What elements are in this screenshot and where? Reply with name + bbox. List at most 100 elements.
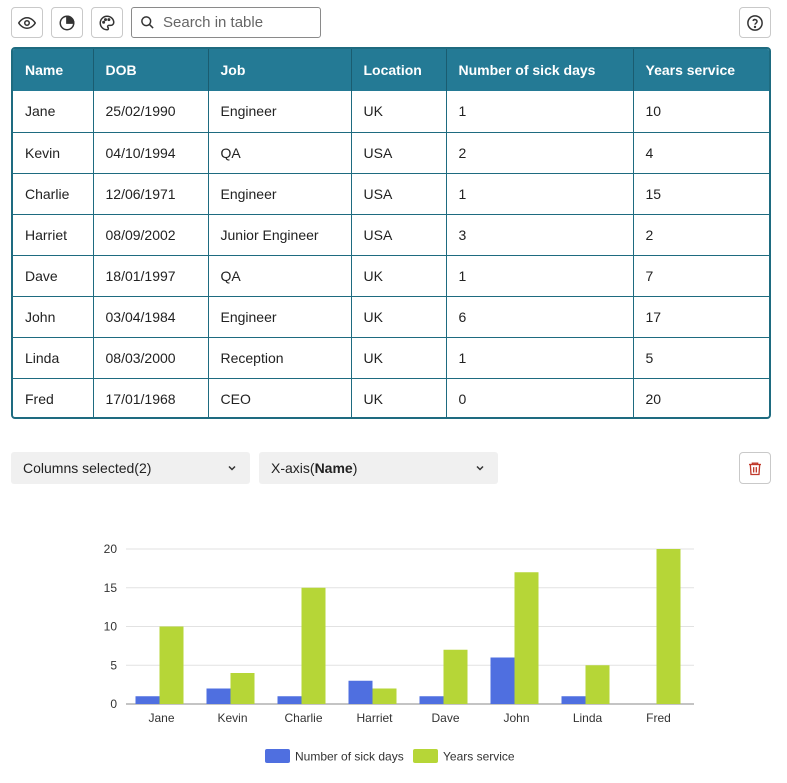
cell-job: QA — [208, 254, 352, 296]
chart-controls: Columns selected(2) X-axis(Name) — [11, 452, 771, 484]
trash-icon — [749, 462, 761, 475]
cell-dob: 08/09/2002 — [93, 213, 209, 255]
y-tick-label: 10 — [104, 620, 118, 634]
cell-location: UK — [351, 336, 447, 378]
column-header-name[interactable]: Name — [13, 49, 94, 91]
pie-chart-icon — [59, 14, 75, 30]
bar-sick-days — [277, 696, 302, 704]
table-toolbar — [11, 7, 771, 39]
cell-sick-days: 1 — [446, 254, 634, 296]
cell-dob: 17/01/1968 — [93, 377, 209, 417]
y-tick-label: 5 — [110, 658, 117, 672]
bar-years-service — [372, 688, 397, 704]
cell-years-service: 4 — [633, 131, 769, 173]
cell-dob: 25/02/1990 — [93, 91, 209, 132]
eye-icon — [18, 16, 36, 29]
cell-dob: 04/10/1994 — [93, 131, 209, 173]
cell-location: USA — [351, 172, 447, 214]
x-tick-label: Charlie — [284, 711, 322, 725]
cell-years-service: 5 — [633, 336, 769, 378]
table-header-row: Name DOB Job Location Number of sick day… — [13, 49, 769, 91]
cell-location: USA — [351, 131, 447, 173]
x-tick-label: Harriet — [356, 711, 393, 725]
bar-sick-days — [561, 696, 586, 704]
bar-years-service — [514, 572, 539, 704]
cell-location: USA — [351, 213, 447, 255]
table-row[interactable]: Jane 25/02/1990 Engineer UK 1 10 — [13, 91, 769, 132]
cell-years-service: 15 — [633, 172, 769, 214]
cell-dob: 03/04/1984 — [93, 295, 209, 337]
toggle-view-button[interactable] — [11, 7, 43, 38]
cell-dob: 08/03/2000 — [93, 336, 209, 378]
cell-name: Dave — [13, 254, 94, 296]
cell-name: Jane — [13, 91, 94, 132]
columns-select-label: Columns selected(2) — [23, 460, 152, 476]
table-row[interactable]: Linda 08/03/2000 Reception UK 1 5 — [13, 336, 769, 378]
cell-years-service: 10 — [645, 103, 662, 120]
column-header-sick-days[interactable]: Number of sick days — [446, 49, 634, 91]
column-header-years-service[interactable]: Years service — [633, 49, 769, 91]
cell-name: Charlie — [13, 172, 94, 214]
bar-sick-days — [206, 688, 231, 704]
column-header-location[interactable]: Location — [351, 49, 447, 91]
cell-location: UK — [351, 254, 447, 296]
bar-sick-days — [348, 680, 373, 704]
table-row[interactable]: John 03/04/1984 Engineer UK 6 17 — [13, 295, 769, 337]
cell-job: CEO — [208, 377, 352, 417]
table-row[interactable]: Fred 17/01/1968 CEO UK 0 20 — [13, 377, 769, 417]
cell-years-service: 7 — [633, 254, 769, 296]
cell-job: QA — [208, 131, 352, 173]
bar-sick-days — [135, 696, 160, 704]
x-tick-label: John — [503, 711, 529, 725]
x-tick-label: Dave — [431, 711, 459, 725]
x-tick-label: Fred — [646, 711, 671, 725]
cell-name: Kevin — [13, 131, 94, 173]
column-header-job[interactable]: Job — [208, 49, 352, 91]
column-header-dob[interactable]: DOB — [93, 49, 209, 91]
x-tick-label: Kevin — [217, 711, 247, 725]
palette-icon — [99, 14, 115, 31]
cell-years-service: 2 — [633, 213, 769, 255]
chevron-down-icon — [476, 465, 484, 471]
search-input[interactable] — [161, 13, 311, 32]
cell-location: UK — [351, 377, 447, 417]
chart-toggle-button[interactable] — [51, 7, 83, 38]
table-row[interactable]: Kevin 04/10/1994 QA USA 2 4 — [13, 131, 769, 173]
cell-dob: 12/06/1971 — [93, 172, 209, 214]
cell-sick-days: 6 — [446, 295, 634, 337]
delete-chart-button[interactable] — [739, 452, 771, 484]
y-tick-label: 15 — [104, 581, 118, 595]
cell-job: Engineer — [208, 295, 352, 337]
chevron-down-icon — [228, 465, 236, 471]
x-tick-label: Jane — [148, 711, 174, 725]
cell-name: Linda — [13, 336, 94, 378]
xaxis-prefix: X-axis( — [271, 460, 315, 476]
cell-job: Engineer — [208, 91, 352, 132]
data-table-container: Name DOB Job Location Number of sick day… — [11, 47, 771, 419]
cell-dob: 18/01/1997 — [93, 254, 209, 296]
table-row[interactable]: Charlie 12/06/1971 Engineer USA 1 15 — [13, 172, 769, 214]
bar-sick-days — [419, 696, 444, 704]
legend-label: Number of sick days — [295, 750, 404, 764]
theme-button[interactable] — [91, 7, 123, 38]
cell-name: Fred — [13, 377, 94, 417]
bar-years-service — [301, 587, 326, 704]
help-circle-icon — [747, 14, 763, 31]
table-row[interactable]: Harriet 08/09/2002 Junior Engineer USA 3 2 — [13, 213, 769, 255]
cell-sick-days: 1 — [446, 172, 634, 214]
bar-chart: 0 5 10 15 20 Jane Kevin Charlie Harriet Dave John L… — [104, 542, 694, 764]
cell-sick-days: 0 — [446, 377, 634, 417]
data-table: Name DOB Job Location Number of sick day… — [13, 49, 769, 417]
search-container — [131, 7, 321, 38]
bar-years-service — [585, 665, 610, 704]
cell-job: Reception — [208, 336, 352, 378]
xaxis-select[interactable]: X-axis(Name) — [259, 452, 498, 484]
legend-swatch — [265, 749, 290, 763]
bar-years-service — [443, 649, 468, 704]
columns-select[interactable]: Columns selected(2) — [11, 452, 250, 484]
help-button[interactable] — [739, 7, 771, 38]
table-row[interactable]: Dave 18/01/1997 QA UK 1 7 — [13, 254, 769, 296]
table-body: Jane 25/02/1990 Engineer UK 1 10 Kevin 04/10/19… — [13, 91, 769, 417]
cell-location: UK — [351, 295, 447, 337]
cell-sick-days: 1 — [446, 336, 634, 378]
